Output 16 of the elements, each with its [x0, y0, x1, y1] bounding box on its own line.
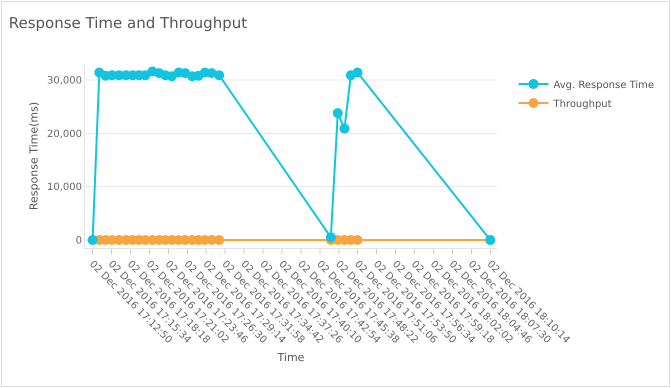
y-axis-title: Response Time(ms)	[28, 102, 41, 210]
point	[352, 68, 363, 78]
point	[332, 108, 343, 118]
x-axis-title: Time	[276, 351, 305, 364]
legend-label: Avg. Response Time	[553, 80, 654, 91]
point	[326, 232, 336, 242]
point	[352, 235, 363, 245]
point	[214, 235, 224, 245]
y-tick-label: 20,000	[47, 128, 82, 140]
chart-title: Response Time and Throughput	[8, 14, 248, 32]
y-tick-label: 10,000	[47, 182, 82, 194]
legend-label: Throughput	[552, 98, 612, 110]
point	[214, 70, 224, 80]
point	[339, 124, 350, 134]
y-tick-label: 30,000	[47, 76, 82, 86]
y-tick-label: 0	[76, 236, 82, 246]
